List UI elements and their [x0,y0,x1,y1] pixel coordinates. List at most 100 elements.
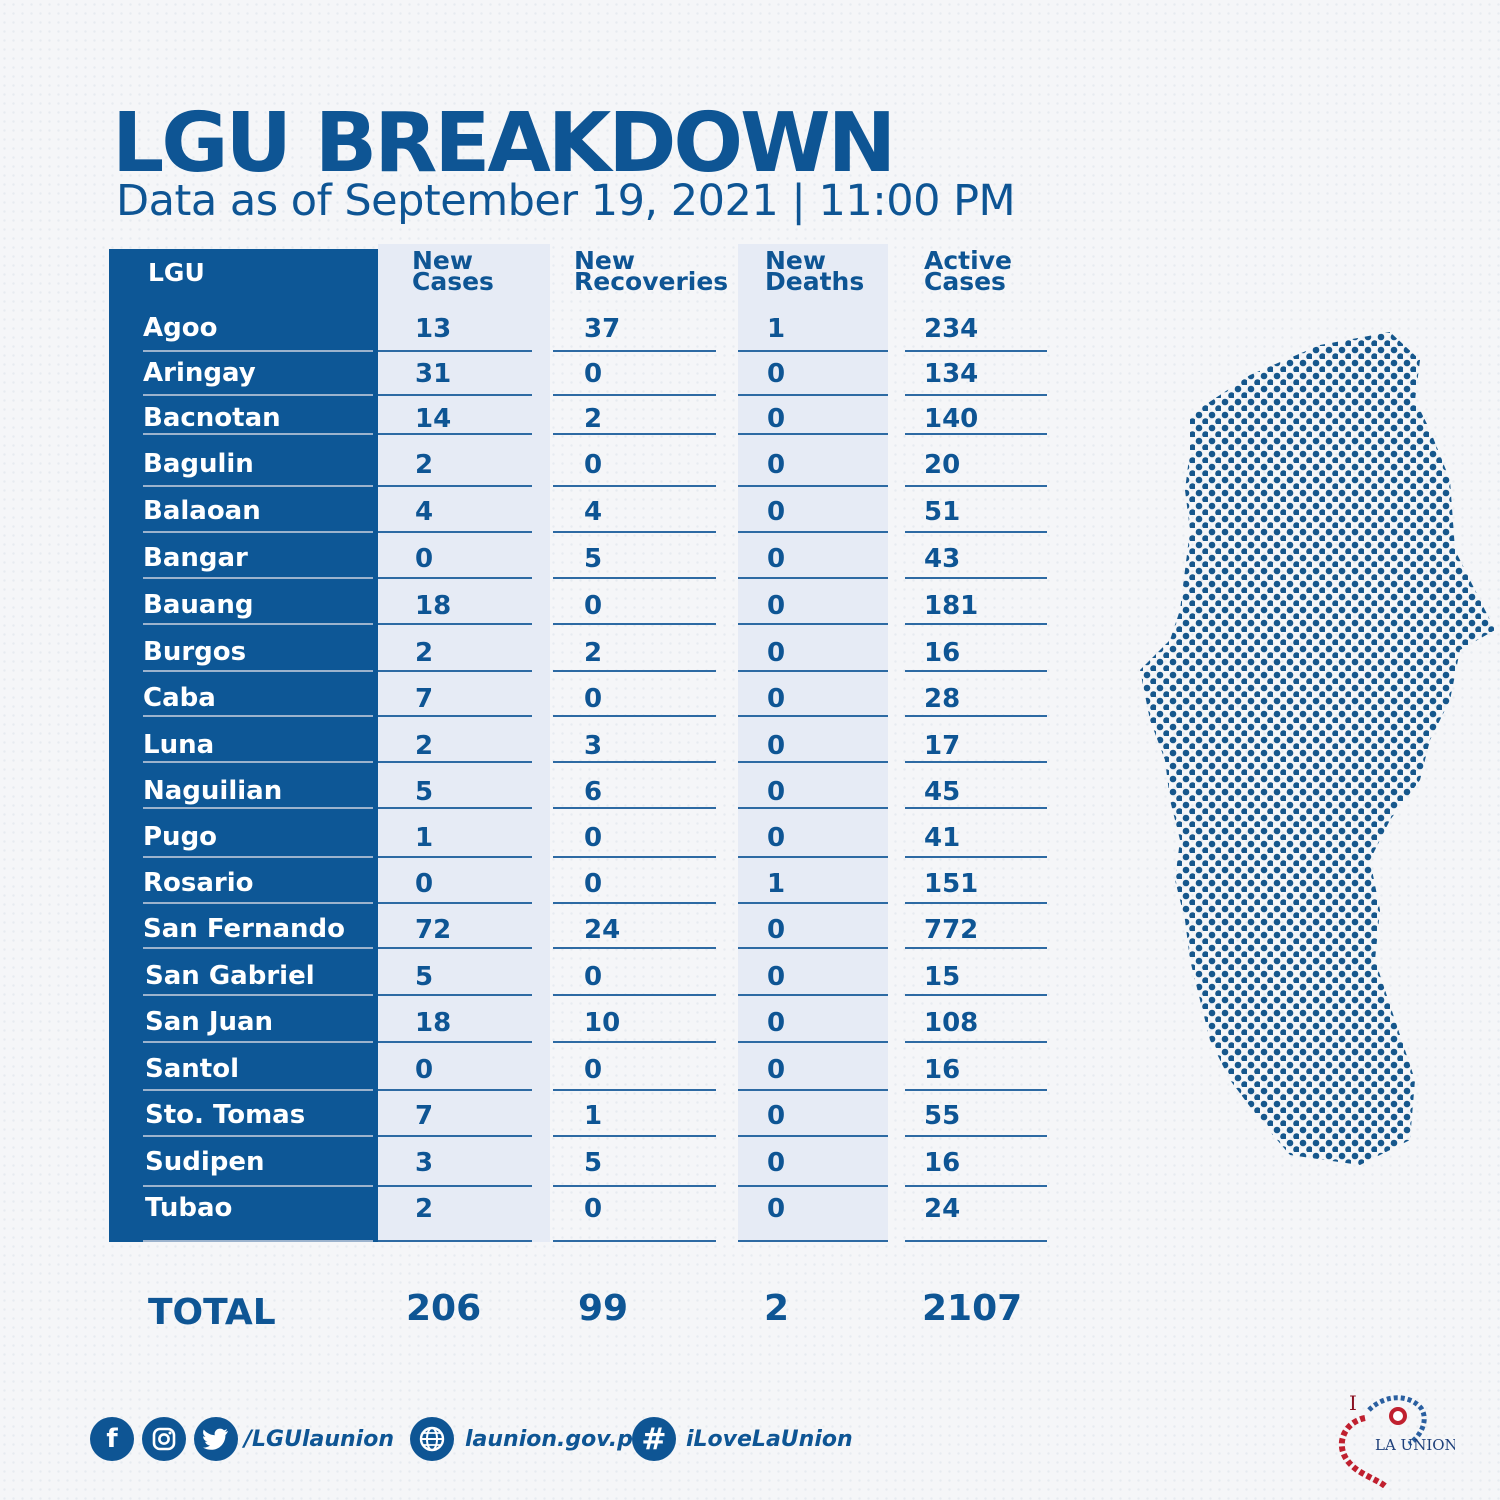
total-new-recoveries: 99 [578,1288,629,1329]
row-divider [553,623,716,625]
twitter-icon[interactable] [194,1417,238,1461]
row-divider [143,670,373,672]
website-link[interactable]: launion.gov.ph [465,1427,649,1452]
new-recoveries-cell: 37 [584,314,621,344]
new-cases-cell: 18 [415,1008,452,1038]
row-divider [378,485,532,487]
new-deaths-cell: 0 [767,497,786,527]
row-divider [553,485,716,487]
province-map-graphic [1140,332,1495,1165]
row-divider [378,1135,532,1137]
row-divider [553,1135,716,1137]
new-deaths-cell: 0 [767,450,786,480]
new-deaths-cell: 0 [767,1055,786,1085]
new-cases-cell: 18 [415,591,452,621]
row-divider [905,485,1047,487]
row-divider [738,1185,888,1187]
header-new-deaths: New Deaths [765,246,865,296]
row-divider [553,761,716,763]
lgu-name-cell: San Juan [145,1007,274,1037]
row-divider [143,856,373,858]
row-divider [738,623,888,625]
row-divider [378,902,532,904]
new-deaths-cell: 0 [767,359,786,389]
social-handle[interactable]: /LGUlaunion [244,1427,395,1452]
row-divider [378,994,532,996]
lgu-name-cell: Pugo [143,822,218,852]
lgu-name-cell: Luna [143,730,215,760]
row-divider [378,350,532,352]
page-subtitle: Data as of September 19, 2021 | 11:00 PM [116,176,1016,226]
new-deaths-column-bg [738,244,888,1242]
row-divider [905,577,1047,579]
active-cases-cell: 55 [924,1101,961,1131]
new-cases-column-bg [378,244,550,1242]
row-divider [143,350,373,352]
new-deaths-cell: 1 [767,869,786,899]
row-divider [378,807,532,809]
lgu-name-cell: Bacnotan [143,403,281,433]
row-divider [143,994,373,996]
row-divider [143,485,373,487]
lgu-name-cell: Burgos [143,637,247,667]
row-divider [378,433,532,435]
new-deaths-cell: 0 [767,404,786,434]
new-recoveries-cell: 0 [584,450,603,480]
row-divider [143,902,373,904]
new-recoveries-cell: 24 [584,915,621,945]
active-cases-cell: 772 [924,915,979,945]
active-cases-cell: 28 [924,684,961,714]
row-divider [905,1089,1047,1091]
row-divider [143,715,373,717]
row-divider [738,531,888,533]
row-divider [143,1185,373,1187]
row-divider [553,994,716,996]
new-deaths-cell: 0 [767,731,786,761]
row-divider [738,1041,888,1043]
hashtag-text[interactable]: iLoveLaUnion [686,1427,853,1452]
lgu-name-cell: Bagulin [143,449,254,479]
new-cases-cell: 13 [415,314,452,344]
row-divider [905,994,1047,996]
new-cases-cell: 7 [415,684,434,714]
svg-text:I: I [1349,1391,1357,1415]
row-divider [553,1185,716,1187]
instagram-icon[interactable] [142,1417,186,1461]
row-divider [738,994,888,996]
row-divider [143,947,373,949]
row-divider [553,1240,716,1242]
row-divider [553,947,716,949]
active-cases-cell: 181 [924,591,979,621]
new-deaths-cell: 0 [767,638,786,668]
row-divider [143,1135,373,1137]
lgu-name-cell: Tubao [145,1193,233,1223]
row-divider [378,1185,532,1187]
new-cases-cell: 72 [415,915,452,945]
new-recoveries-cell: 0 [584,962,603,992]
row-divider [738,433,888,435]
row-divider [553,433,716,435]
new-cases-cell: 3 [415,1148,434,1178]
new-recoveries-cell: 10 [584,1008,621,1038]
new-recoveries-cell: 0 [584,591,603,621]
row-divider [378,1089,532,1091]
lgu-name-cell: Santol [145,1054,239,1084]
total-new-cases: 206 [406,1288,482,1329]
row-divider [905,433,1047,435]
new-cases-cell: 2 [415,638,434,668]
row-divider [905,1135,1047,1137]
row-divider [378,715,532,717]
row-divider [738,670,888,672]
row-divider [553,350,716,352]
facebook-icon[interactable]: f [90,1417,134,1461]
row-divider [143,433,373,435]
header-new-cases: New Cases [412,246,494,296]
row-divider [553,531,716,533]
row-divider [738,761,888,763]
row-divider [905,623,1047,625]
row-divider [738,577,888,579]
row-divider [553,1089,716,1091]
row-divider [553,856,716,858]
row-divider [738,807,888,809]
new-cases-cell: 31 [415,359,452,389]
